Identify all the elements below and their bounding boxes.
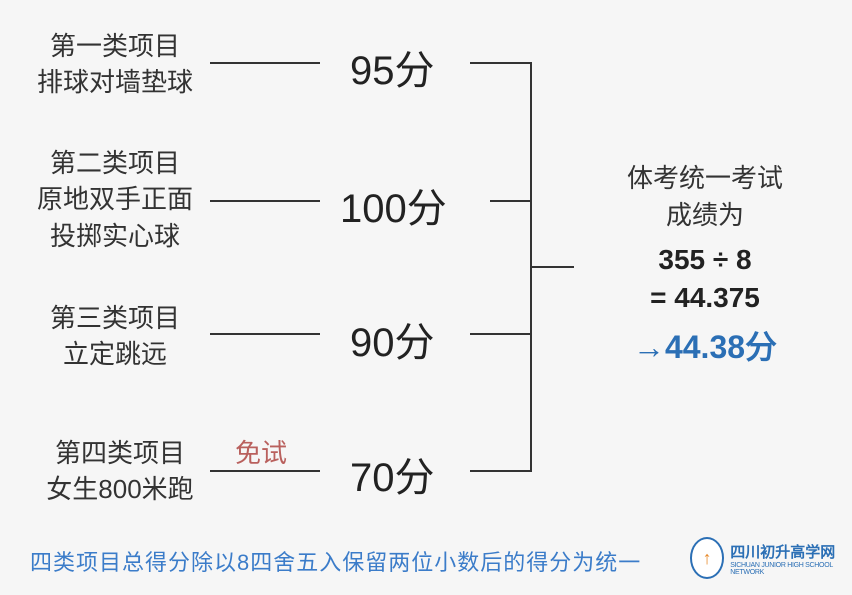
diagram-container: 第一类项目 排球对墙垫球 95分 第二类项目 原地双手正面 投掷实心球 100分…	[0, 0, 852, 595]
bracket-stub-4	[470, 470, 530, 472]
category-4-label: 第四类项目 女生800米跑	[30, 435, 210, 508]
logo-cn: 四川初升高学网	[730, 541, 840, 562]
result-final: →44.38分	[590, 322, 820, 368]
category-3-line1: 第三类项目	[50, 303, 180, 333]
result-box: 体考统一考试 成绩为 355 ÷ 8 = 44.375 →44.38分	[590, 158, 820, 368]
category-1-connector	[210, 62, 320, 64]
category-4-line1: 第四类项目	[55, 438, 185, 468]
category-1-score: 95分	[350, 38, 435, 96]
footer-note: 四类项目总得分除以8四舍五入保留两位小数后的得分为统一	[30, 545, 641, 577]
category-1-label: 第一类项目 排球对墙垫球	[30, 28, 200, 101]
category-3-score: 90分	[350, 310, 435, 368]
category-3-connector	[210, 333, 320, 335]
category-3-line2: 立定跳远	[63, 339, 167, 369]
logo-glyph: ↑	[703, 548, 712, 569]
category-3-label: 第三类项目 立定跳远	[30, 300, 200, 373]
category-2-connector	[210, 200, 320, 202]
bracket-out	[530, 266, 574, 268]
category-2-label: 第二类项目 原地双手正面 投掷实心球	[30, 145, 200, 254]
category-2-line3: 投掷实心球	[50, 221, 180, 251]
result-title-1: 体考统一考试	[590, 158, 820, 195]
result-formula-1: 355 ÷ 8	[590, 244, 820, 276]
bracket-stub-1	[470, 62, 530, 64]
result-title-2: 成绩为	[590, 195, 820, 232]
category-1-line1: 第一类项目	[50, 31, 180, 61]
category-4-connector	[210, 470, 320, 472]
category-2-score: 100分	[340, 176, 447, 234]
logo-icon: ↑	[690, 537, 724, 579]
category-2-line2: 原地双手正面	[37, 184, 193, 214]
category-1-line2: 排球对墙垫球	[37, 67, 193, 97]
site-logo: ↑ 四川初升高学网 SICHUAN JUNIOR HIGH SCHOOL NET…	[690, 533, 840, 583]
result-formula-2: = 44.375	[590, 282, 820, 314]
category-4-score: 70分	[350, 445, 435, 503]
logo-text: 四川初升高学网 SICHUAN JUNIOR HIGH SCHOOL NETWO…	[730, 541, 840, 576]
bracket-stub-3	[470, 333, 530, 335]
category-4-line2: 女生800米跑	[46, 474, 193, 504]
logo-en: SICHUAN JUNIOR HIGH SCHOOL NETWORK	[730, 562, 840, 576]
bracket-stub-2	[490, 200, 530, 202]
category-2-line1: 第二类项目	[50, 148, 180, 178]
exempt-badge: 免试	[235, 433, 287, 470]
